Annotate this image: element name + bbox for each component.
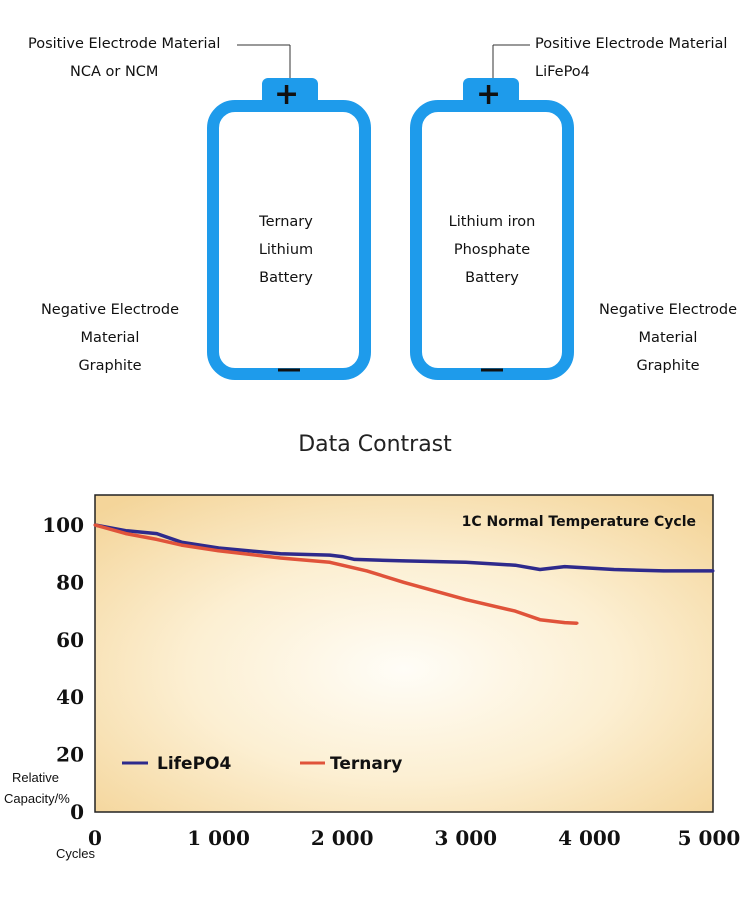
- y-tick-label: 100: [42, 513, 84, 537]
- data-point: [612, 567, 616, 571]
- data-point: [563, 565, 567, 569]
- y-tick-label: 80: [56, 570, 84, 594]
- data-point: [711, 569, 715, 573]
- x-tick-label: 3 000: [434, 826, 497, 850]
- data-point: [180, 543, 184, 547]
- line: Negative Electrode: [598, 302, 738, 318]
- x-tick-label: 5 000: [678, 826, 741, 850]
- x-tick-label: 4 000: [558, 826, 621, 850]
- data-point: [538, 618, 542, 622]
- data-point: [563, 621, 567, 625]
- data-point: [93, 523, 97, 527]
- data-point: [513, 563, 517, 567]
- data-point: [538, 567, 542, 571]
- y-tick-label: 0: [70, 800, 84, 824]
- chart-title: 1C Normal Temperature Cycle: [462, 514, 696, 530]
- data-point: [353, 557, 357, 561]
- right-positive-label: Positive Electrode Material: [535, 36, 728, 52]
- data-point: [328, 560, 332, 564]
- data-point: [402, 580, 406, 584]
- data-point: [124, 529, 128, 533]
- right-negative-label: Negative Electrode Material Graphite: [588, 296, 748, 380]
- line: Graphite: [78, 358, 142, 374]
- y-axis-label: Capacity/%: [4, 791, 70, 806]
- line: Negative Electrode: [40, 302, 180, 318]
- data-point: [513, 609, 517, 613]
- x-tick-label: 1 000: [187, 826, 250, 850]
- right-body-text: Lithium iron Phosphate Battery: [420, 208, 564, 292]
- legend-label-ternary: Ternary: [330, 754, 402, 774]
- left-positive-label: Positive Electrode Material: [28, 36, 221, 52]
- data-point: [464, 560, 468, 564]
- battery-body: [207, 100, 371, 380]
- line: Lithium: [258, 242, 314, 258]
- data-point: [180, 540, 184, 544]
- line: Lithium iron: [448, 214, 536, 230]
- line: Material: [638, 330, 698, 346]
- y-tick-label: 20: [56, 743, 84, 767]
- x-tick-label: 2 000: [311, 826, 374, 850]
- data-point: [328, 553, 332, 557]
- plus-icon: +: [274, 77, 300, 112]
- x-axis-label: Cycles: [56, 846, 96, 861]
- battery-diagram: [207, 44, 574, 380]
- data-point: [340, 563, 344, 567]
- y-tick-label: 60: [56, 628, 84, 652]
- battery-body: [410, 100, 574, 380]
- right-positive-material: LiFePo4: [535, 64, 590, 80]
- data-point: [575, 621, 579, 625]
- data-point: [155, 537, 159, 541]
- data-point: [662, 569, 666, 573]
- data-point: [217, 549, 221, 553]
- ternary-battery-shape: [207, 44, 371, 380]
- data-point: [217, 546, 221, 550]
- line: Phosphate: [453, 242, 531, 258]
- data-point: [278, 552, 282, 556]
- data-point: [124, 532, 128, 536]
- line: Material: [80, 330, 140, 346]
- capacity-chart: 1C Normal Temperature Cycle 0 20 40 60 80 100…: [4, 494, 741, 861]
- line: Ternary: [259, 214, 313, 230]
- lfp-battery-shape: [410, 44, 574, 380]
- data-point: [464, 598, 468, 602]
- left-negative-label: Negative Electrode Material Graphite: [30, 296, 190, 380]
- data-point: [365, 569, 369, 573]
- data-point: [340, 555, 344, 559]
- y-tick-label: 40: [56, 685, 84, 709]
- line: Battery: [259, 270, 313, 286]
- plus-icon: +: [476, 77, 502, 112]
- data-point: [278, 556, 282, 560]
- x-tick-label: 0: [88, 826, 102, 850]
- left-body-text: Ternary Lithium Battery: [216, 208, 356, 292]
- legend-label-lifepo4: LifePO4: [157, 754, 231, 774]
- left-positive-material: NCA or NCM: [70, 64, 159, 80]
- y-axis-label-line1: Relative: [12, 770, 59, 785]
- data-point: [402, 559, 406, 563]
- line: Battery: [465, 270, 519, 286]
- section-title: Data Contrast: [298, 432, 452, 457]
- line: Graphite: [636, 358, 700, 374]
- data-point: [155, 532, 159, 536]
